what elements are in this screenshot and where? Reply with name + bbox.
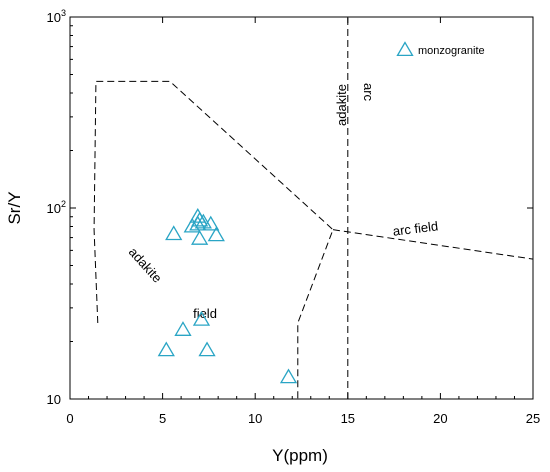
data-point-triangle — [174, 321, 192, 336]
adakite-divider-label: adakite — [334, 84, 349, 126]
y-tick-label: 103 — [47, 8, 66, 25]
y-tick-label: 102 — [47, 199, 66, 216]
data-point-triangle — [183, 217, 201, 233]
data-point-triangle — [279, 368, 298, 384]
legend: monzogranite — [396, 41, 485, 57]
data-point-triangle — [198, 341, 216, 357]
adakite-field-label: adakite — [126, 244, 165, 285]
field-boundary — [332, 229, 534, 260]
field-boundary — [93, 80, 334, 399]
x-tick-label: 10 — [248, 411, 262, 426]
legend-label: monzogranite — [418, 45, 485, 57]
arc-field-label: arc field — [392, 218, 439, 238]
data-point-triangle — [192, 310, 211, 326]
legend-marker-triangle — [396, 41, 414, 57]
data-point-triangle — [207, 226, 225, 242]
data-point-triangle — [194, 213, 212, 229]
y-axis-title: Sr/Y — [5, 191, 24, 224]
y-tick-label: 10 — [47, 392, 61, 407]
data-point-triangle — [165, 225, 183, 241]
field-boundaries — [93, 17, 534, 399]
x-axis-title: Y(ppm) — [272, 446, 328, 465]
x-tick-label: 15 — [341, 411, 355, 426]
data-point-triangle — [157, 341, 175, 357]
data-points — [157, 207, 298, 384]
data-point-triangle — [189, 215, 207, 231]
x-tick-label: 5 — [159, 411, 166, 426]
x-tick-label: 0 — [66, 411, 73, 426]
arc-divider-label: arc — [361, 83, 376, 102]
plot-frame — [69, 16, 534, 400]
data-point-triangle — [202, 215, 220, 231]
x-tick-label: 20 — [433, 411, 447, 426]
axes: 0 5 10 15 20 25 10 102 103 — [47, 8, 541, 426]
x-tick-label: 25 — [526, 411, 540, 426]
data-point-triangle — [191, 229, 209, 245]
